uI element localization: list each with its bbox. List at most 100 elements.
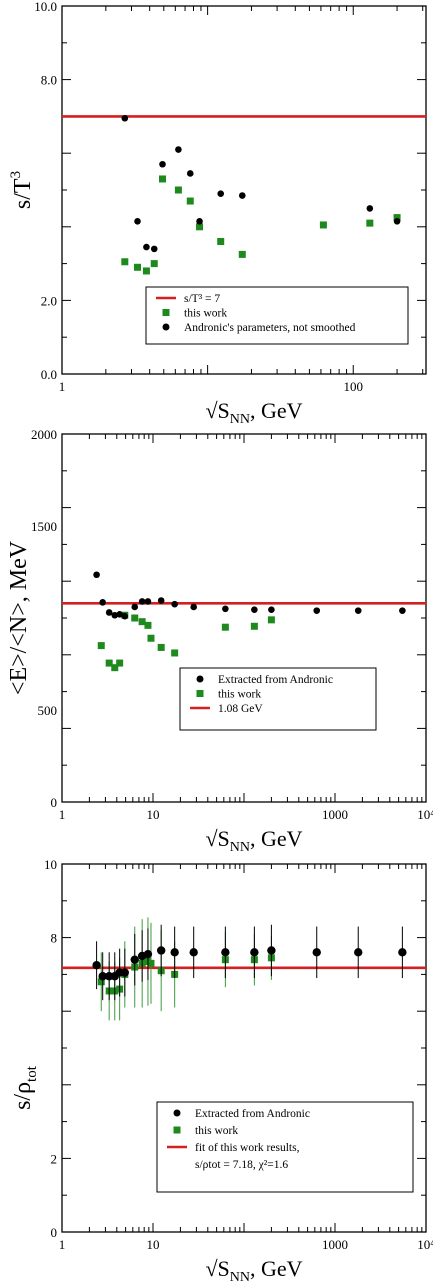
data-point-circle <box>99 599 106 606</box>
chart-panel-entropy-over-t3: 1 100 0.0 2.0 8.0 10.0 √SNN, GeV s/T3 s/T³ = 7 th… <box>8 0 427 427</box>
legend-entry-label: this work <box>218 689 261 701</box>
data-point-circle <box>120 968 130 977</box>
data-point-circle <box>150 245 158 253</box>
data-point-square <box>267 616 275 624</box>
data-point-circle <box>399 607 406 614</box>
legend-square-symbol <box>162 309 170 316</box>
series-this-work <box>121 175 401 275</box>
y-tick-label: 0 <box>51 795 58 810</box>
series-andronic <box>121 114 401 253</box>
data-point-circle <box>267 946 276 955</box>
legend-square-symbol <box>196 690 204 697</box>
x-tick-label: 1 <box>59 807 66 822</box>
data-point-square <box>134 263 142 271</box>
x-axis-label-main: √S <box>205 826 229 851</box>
data-point-square <box>116 659 124 667</box>
legend-entry-label: s/T³ = 7 <box>184 293 220 305</box>
y-axis-label: <E>/<N>, MeV <box>6 540 32 695</box>
data-point-square <box>144 621 152 629</box>
y-tick-label: 8.0 <box>41 73 57 88</box>
data-point-square <box>393 214 401 222</box>
y-tick-label: 2000 <box>31 428 57 442</box>
data-point-square <box>150 260 158 268</box>
x-axis-label-unit: , GeV <box>250 398 303 423</box>
data-point-circle <box>93 571 100 579</box>
legend-circle-symbol <box>162 323 170 331</box>
data-point-square <box>147 959 155 967</box>
y-tick-label: 1500 <box>31 519 57 534</box>
x-axis-label: √SNN, GeV <box>205 826 302 855</box>
data-point-circle <box>105 609 113 616</box>
x-axis-label-main: √S <box>205 1256 229 1281</box>
y-tick-label: 2.0 <box>41 293 57 308</box>
legend-box <box>145 286 409 345</box>
legend-entry-label: 1.08 GeV <box>218 703 263 715</box>
data-point-circle <box>222 605 229 613</box>
data-point-circle <box>398 948 407 957</box>
x-axis-label-main: √S <box>205 398 229 423</box>
data-point-circle <box>190 603 197 611</box>
legend-box <box>156 1101 414 1193</box>
data-point-circle <box>217 190 225 197</box>
data-point-square <box>319 221 327 229</box>
data-point-circle <box>92 961 101 970</box>
data-point-square <box>186 197 194 205</box>
y-tick-label: 10 <box>44 857 57 872</box>
data-point-circle <box>268 606 275 614</box>
y-axis-label-sup: 3 <box>8 171 24 179</box>
x-tick-label: 10⁴ <box>417 1237 433 1252</box>
legend: Extracted from Andronic this work 1.08 GeV <box>179 667 377 731</box>
data-point-circle <box>156 946 166 955</box>
data-point-circle <box>171 600 178 608</box>
data-point-circle <box>131 603 139 611</box>
data-point-circle <box>170 948 179 957</box>
data-point-circle <box>196 217 203 225</box>
data-point-square <box>138 618 146 626</box>
data-point-circle <box>130 955 139 964</box>
data-point-square <box>250 622 258 630</box>
y-tick-label: 500 <box>38 703 58 718</box>
legend-entry-label: this work <box>184 308 227 320</box>
data-point-square <box>171 649 179 657</box>
data-point-circle <box>251 606 258 614</box>
data-point-circle <box>354 948 363 957</box>
data-point-square <box>221 623 229 631</box>
legend-entry-label: s/ρtot = 7.18, χ²=1.6 <box>195 1159 288 1171</box>
data-point-circle <box>134 217 141 225</box>
data-point-circle <box>175 146 182 153</box>
y-axis-label-sub: tot <box>24 1065 40 1082</box>
legend-square-symbol <box>173 1126 181 1134</box>
data-point-circle <box>116 611 123 618</box>
y-tick-label: 10.0 <box>34 0 57 14</box>
data-point-square <box>111 664 119 672</box>
legend: s/T³ = 7 this work Andronic's parameters, … <box>145 286 409 345</box>
data-point-square <box>196 223 204 231</box>
data-point-square <box>131 614 139 622</box>
data-point-square <box>142 267 150 275</box>
series-andronic <box>92 924 407 1001</box>
legend: Extracted from Andronic this work fit of t… <box>156 1101 414 1193</box>
x-axis-label-unit: , GeV <box>250 1256 303 1281</box>
plot-frame <box>61 433 427 803</box>
data-point-square <box>366 219 374 227</box>
x-tick-label: 1000 <box>322 1237 348 1252</box>
x-axis-label-sub: NN <box>230 412 250 427</box>
x-tick-label: 1 <box>59 1237 66 1252</box>
y-axis-label-main: s/ρ <box>10 1082 36 1110</box>
y-axis-label-main: <E>/<N>, MeV <box>6 540 32 695</box>
data-point-circle <box>121 114 129 122</box>
series-this-work <box>97 611 275 672</box>
y-tick-label: 2 <box>51 1151 58 1166</box>
y-tick-label: 0.0 <box>41 367 57 382</box>
data-point-square <box>238 250 246 258</box>
x-tick-label: 10 <box>147 1237 160 1252</box>
data-point-circle <box>354 607 362 614</box>
y-axis-label-main: s/T <box>10 178 36 209</box>
data-point-circle <box>186 170 194 177</box>
data-point-square <box>147 634 155 642</box>
legend-entry-label: this work <box>195 1125 238 1137</box>
data-point-square <box>159 175 167 183</box>
x-axis-label: √SNN, GeV <box>205 398 302 427</box>
data-point-circle <box>98 972 107 981</box>
y-axis-label: s/T3 <box>8 171 36 209</box>
